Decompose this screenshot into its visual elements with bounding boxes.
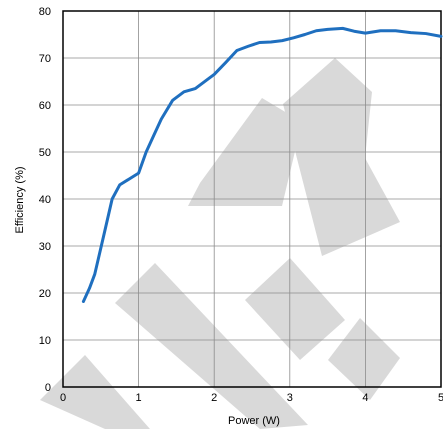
y-tick-label: 20 [39, 288, 51, 300]
y-axis-title: Efficiency (%) [14, 166, 26, 233]
y-tick-label: 40 [39, 194, 51, 206]
y-tick-label: 0 [45, 382, 51, 394]
x-tick-label: 3 [287, 392, 293, 404]
watermark [40, 58, 400, 429]
x-tick-label: 0 [60, 392, 66, 404]
x-axis-ticks: 0 1 2 3 4 5 [60, 392, 443, 404]
y-tick-label: 10 [39, 335, 51, 347]
x-tick-label: 1 [136, 392, 142, 404]
grid-lines [62, 10, 442, 388]
x-tick-label: 2 [211, 392, 217, 404]
plot-area-frame [62, 10, 442, 388]
x-tick-label: 5 [438, 392, 443, 404]
y-tick-label: 70 [39, 53, 51, 65]
y-tick-label: 50 [39, 147, 51, 159]
x-axis-title: Power (W) [228, 415, 280, 427]
x-tick-label: 4 [362, 392, 368, 404]
y-tick-label: 80 [39, 6, 51, 18]
series-group [81, 26, 443, 303]
y-tick-label: 30 [39, 241, 51, 253]
efficiency-series-line [81, 26, 443, 303]
y-tick-label: 60 [39, 100, 51, 112]
y-axis-ticks: 0 10 20 30 40 50 60 70 80 [39, 6, 51, 394]
